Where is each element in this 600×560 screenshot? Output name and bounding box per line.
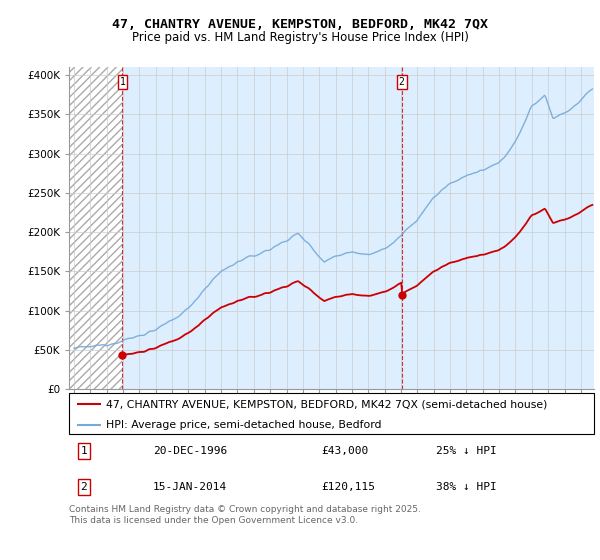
Text: £43,000: £43,000 [321, 446, 368, 456]
Text: 2: 2 [399, 77, 404, 87]
Text: 38% ↓ HPI: 38% ↓ HPI [437, 482, 497, 492]
Text: Price paid vs. HM Land Registry's House Price Index (HPI): Price paid vs. HM Land Registry's House … [131, 31, 469, 44]
Text: £120,115: £120,115 [321, 482, 375, 492]
Bar [401, 67, 594, 389]
Text: 1: 1 [119, 77, 125, 87]
FancyBboxPatch shape [69, 393, 594, 434]
Text: 1: 1 [80, 446, 87, 456]
Text: 15-JAN-2014: 15-JAN-2014 [153, 482, 227, 492]
Bar [122, 67, 401, 389]
Bar [69, 67, 122, 389]
Text: 25% ↓ HPI: 25% ↓ HPI [437, 446, 497, 456]
Text: 47, CHANTRY AVENUE, KEMPSTON, BEDFORD, MK42 7QX: 47, CHANTRY AVENUE, KEMPSTON, BEDFORD, M… [112, 18, 488, 31]
Text: 47, CHANTRY AVENUE, KEMPSTON, BEDFORD, MK42 7QX (semi-detached house): 47, CHANTRY AVENUE, KEMPSTON, BEDFORD, M… [106, 399, 547, 409]
Text: HPI: Average price, semi-detached house, Bedford: HPI: Average price, semi-detached house,… [106, 420, 381, 430]
Text: 20-DEC-1996: 20-DEC-1996 [153, 446, 227, 456]
Text: 2: 2 [80, 482, 87, 492]
Text: Contains HM Land Registry data © Crown copyright and database right 2025.
This d: Contains HM Land Registry data © Crown c… [69, 505, 421, 525]
